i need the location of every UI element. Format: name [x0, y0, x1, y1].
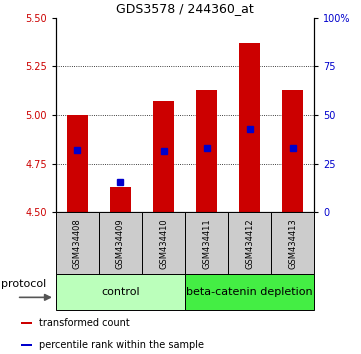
Bar	[56, 274, 185, 310]
Bar	[185, 212, 228, 274]
Text: GSM434411: GSM434411	[202, 218, 211, 269]
Text: GSM434410: GSM434410	[159, 218, 168, 269]
Text: protocol: protocol	[1, 279, 46, 289]
Bar	[228, 212, 271, 274]
Bar	[185, 274, 314, 310]
Text: beta-catenin depletion: beta-catenin depletion	[186, 287, 313, 297]
Bar	[110, 187, 131, 212]
Bar	[271, 212, 314, 274]
Bar	[196, 90, 217, 212]
Bar	[282, 90, 303, 212]
Bar	[56, 212, 99, 274]
Bar	[21, 344, 32, 346]
Text: transformed count: transformed count	[39, 318, 130, 328]
Text: control: control	[101, 287, 140, 297]
Title: GDS3578 / 244360_at: GDS3578 / 244360_at	[116, 2, 254, 15]
Text: GSM434408: GSM434408	[73, 218, 82, 269]
Text: GSM434413: GSM434413	[288, 218, 297, 269]
Bar	[153, 101, 174, 212]
Bar	[99, 212, 142, 274]
Text: percentile rank within the sample: percentile rank within the sample	[39, 340, 204, 350]
Bar	[142, 212, 185, 274]
Bar	[67, 115, 88, 212]
Text: GSM434409: GSM434409	[116, 218, 125, 269]
Text: GSM434412: GSM434412	[245, 218, 254, 269]
Bar	[239, 43, 260, 212]
Bar	[21, 322, 32, 324]
